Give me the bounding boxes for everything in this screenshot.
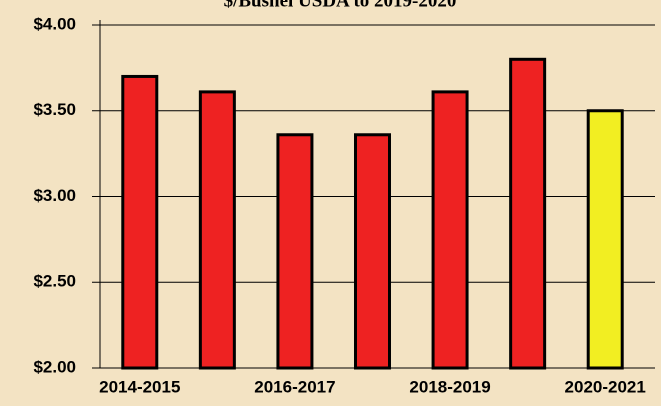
x-tick-label: 2014-2015 bbox=[99, 377, 180, 396]
bar bbox=[276, 133, 314, 370]
bar bbox=[354, 133, 391, 370]
bar bbox=[586, 109, 624, 370]
y-tick-label: $3.00 bbox=[33, 186, 76, 205]
y-tick-label: $2.00 bbox=[33, 357, 76, 376]
chart-title: $/Bushel USDA to 2019-2020 bbox=[224, 0, 457, 11]
bar bbox=[198, 90, 236, 370]
x-tick-label: 2020-2021 bbox=[565, 377, 646, 396]
bar bbox=[121, 74, 159, 370]
y-tick-label: $4.00 bbox=[33, 14, 76, 33]
bar bbox=[431, 90, 469, 370]
x-tick-label: 2018-2019 bbox=[409, 377, 490, 396]
x-tick-label: 2016-2017 bbox=[254, 377, 335, 396]
bar bbox=[509, 57, 547, 370]
y-tick-label: $3.50 bbox=[33, 100, 76, 119]
y-tick-label: $2.50 bbox=[33, 272, 76, 291]
